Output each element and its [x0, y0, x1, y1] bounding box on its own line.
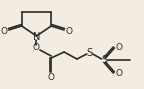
Text: N: N: [33, 32, 40, 43]
Text: O: O: [48, 73, 55, 82]
Text: O: O: [116, 43, 123, 52]
Text: O: O: [116, 69, 123, 78]
Text: O: O: [33, 44, 40, 53]
Text: O: O: [66, 27, 73, 36]
Text: S: S: [102, 55, 108, 65]
Text: S: S: [87, 48, 93, 58]
Text: O: O: [0, 27, 7, 36]
